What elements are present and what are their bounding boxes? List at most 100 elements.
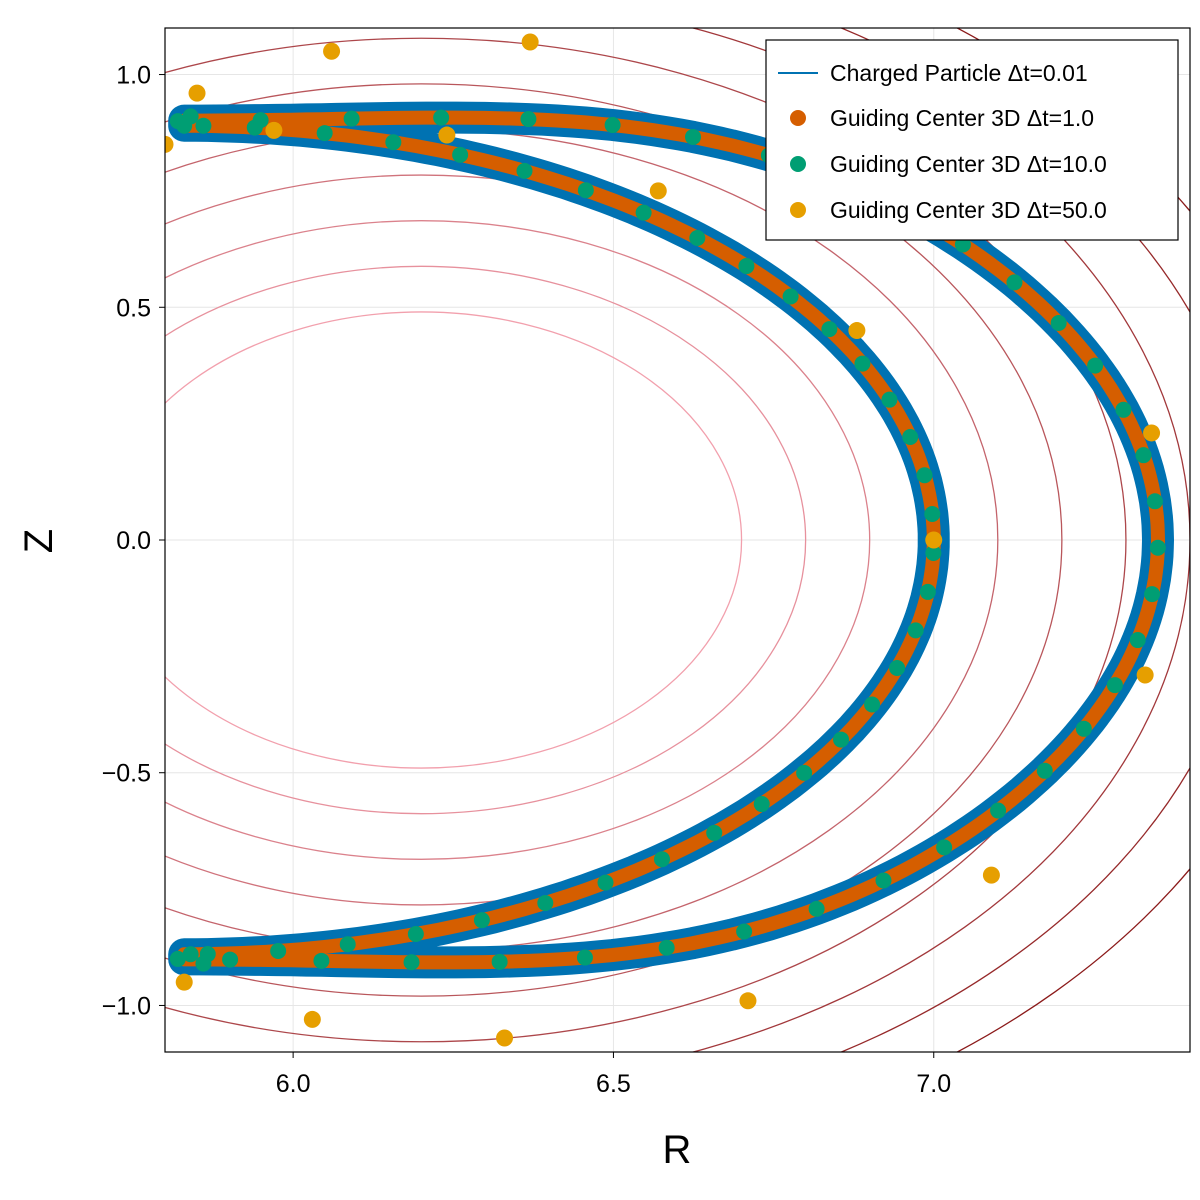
point-dt10	[403, 954, 420, 971]
point-dt10	[875, 872, 892, 889]
point-dt10	[169, 950, 186, 967]
point-dt10	[706, 824, 723, 841]
point-dt10	[597, 874, 614, 891]
point-dt10	[1144, 586, 1161, 603]
point-dt10	[516, 162, 533, 179]
point-dt10	[658, 939, 675, 956]
point-dt50	[265, 121, 283, 139]
point-dt10	[916, 467, 933, 484]
point-dt10	[635, 204, 652, 221]
point-dt50	[521, 33, 539, 51]
point-dt10	[821, 321, 838, 338]
legend: Charged Particle Δt=0.01 Guiding Center …	[765, 39, 1179, 241]
point-dt10	[1135, 447, 1152, 464]
point-dt50	[303, 1010, 321, 1028]
x-tick-label: 7.0	[916, 1070, 951, 1098]
axes: 6.0 6.5 7.0 −1.0 −0.5 0.0 0.5 1.0	[102, 62, 951, 1098]
point-dt10	[604, 117, 621, 134]
y-tick-label: 0.5	[116, 294, 151, 322]
point-dt10	[1106, 677, 1123, 694]
legend-dot-dt50	[790, 202, 806, 218]
point-dt10	[738, 258, 755, 275]
legend-label-dt50: Guiding Center 3D Δt=50.0	[830, 197, 1107, 223]
point-dt10	[433, 109, 450, 126]
x-axis-title: R	[663, 1128, 692, 1172]
point-dt10	[990, 802, 1007, 819]
point-dt10	[182, 108, 199, 125]
point-dt10	[796, 764, 813, 781]
legend-label-dt1: Guiding Center 3D Δt=1.0	[830, 105, 1094, 131]
point-dt10	[195, 117, 212, 134]
point-dt50	[165, 135, 174, 153]
point-dt10	[924, 505, 941, 522]
point-dt10	[452, 146, 469, 163]
point-dt10	[907, 622, 924, 639]
point-dt50	[175, 973, 193, 991]
point-dt50	[188, 84, 206, 102]
point-dt10	[902, 428, 919, 445]
point-dt10	[854, 355, 871, 372]
point-dt10	[1087, 357, 1104, 374]
point-dt50	[438, 126, 456, 144]
point-dt10	[222, 951, 239, 968]
legend-dot-dt1	[790, 110, 806, 126]
contour-line	[165, 37, 1127, 1043]
point-dt50	[323, 42, 341, 60]
point-dt10	[339, 936, 356, 953]
point-dt50	[649, 182, 667, 200]
point-dt10	[736, 923, 753, 940]
contour-line	[165, 220, 871, 860]
point-dt10	[195, 955, 212, 972]
x-tick-label: 6.5	[596, 1070, 631, 1098]
y-tick-label: 0.0	[116, 527, 151, 555]
point-dt10	[252, 112, 269, 129]
point-dt10	[473, 912, 490, 929]
point-dt10	[936, 839, 953, 856]
point-dt10	[576, 949, 593, 966]
x-tick-label: 6.0	[276, 1070, 311, 1098]
point-dt10	[520, 111, 537, 128]
point-dt10	[537, 895, 554, 912]
point-dt10	[1129, 632, 1146, 649]
point-dt10	[577, 182, 594, 199]
point-dt10	[689, 230, 706, 247]
point-dt10	[1036, 762, 1053, 779]
point-dt10	[491, 953, 508, 970]
point-dt50	[848, 322, 866, 340]
point-dt50	[1143, 424, 1161, 442]
point-dt10	[169, 113, 186, 130]
point-dt10	[1075, 720, 1092, 737]
point-dt10	[833, 731, 850, 748]
point-dt10	[653, 851, 670, 868]
point-dt10	[1146, 493, 1163, 510]
point-dt10	[1115, 401, 1132, 418]
point-dt50	[1136, 666, 1154, 684]
point-dt10	[1149, 539, 1166, 556]
y-tick-label: −1.0	[102, 992, 151, 1020]
point-dt10	[1050, 314, 1067, 331]
point-dt10	[316, 125, 333, 142]
y-tick-label: −0.5	[102, 760, 151, 788]
point-dt10	[919, 583, 936, 600]
point-dt10	[343, 110, 360, 127]
point-dt10	[925, 545, 942, 562]
point-dt10	[685, 128, 702, 145]
legend-label-charged: Charged Particle Δt=0.01	[830, 60, 1088, 86]
legend-box	[765, 39, 1179, 241]
point-dt10	[182, 946, 199, 963]
point-dt50	[925, 531, 943, 549]
y-axis-title: Z	[17, 529, 61, 553]
contour-line	[165, 83, 1063, 997]
legend-label-dt10: Guiding Center 3D Δt=10.0	[830, 151, 1107, 177]
point-dt10	[864, 696, 881, 713]
point-dt10	[407, 925, 424, 942]
point-dt10	[270, 942, 287, 959]
point-dt10	[881, 391, 898, 408]
point-dt50	[739, 992, 757, 1010]
legend-dot-dt10	[790, 156, 806, 172]
point-dt10	[782, 288, 799, 305]
point-dt10	[753, 796, 770, 813]
point-dt10	[313, 952, 330, 969]
